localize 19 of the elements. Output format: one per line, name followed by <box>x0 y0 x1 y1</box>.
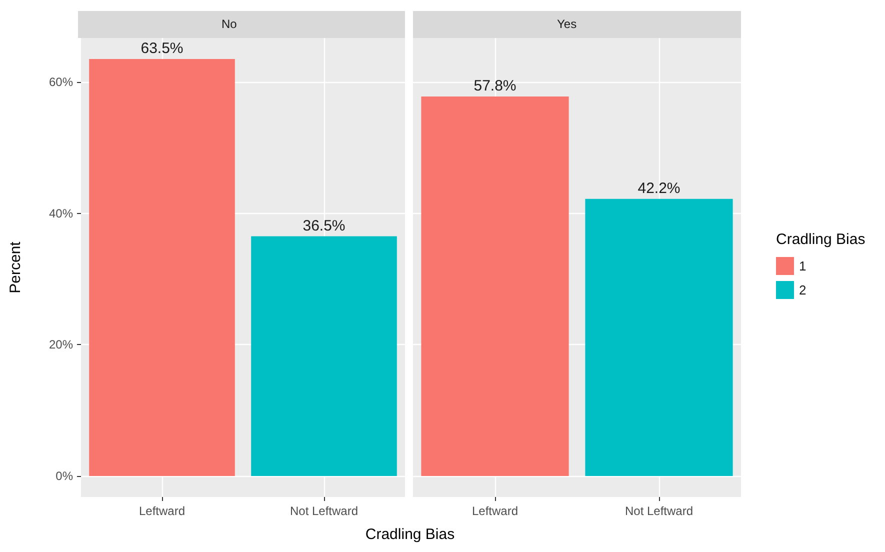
x-tick-label: Leftward <box>138 504 186 518</box>
x-tick-label: Not Leftward <box>624 504 694 518</box>
data-label: 42.2% <box>638 180 680 197</box>
data-label: 36.5% <box>302 217 346 234</box>
x-tick-label: Not Leftward <box>290 504 358 518</box>
y-axis-title: Percent <box>7 240 24 294</box>
legend-label: 1 <box>799 258 806 274</box>
x-axis-title: Cradling Bias <box>364 526 456 543</box>
legend-label: 2 <box>799 282 806 298</box>
x-tick-label: Leftward <box>472 504 518 518</box>
data-label: 63.5% <box>140 40 184 58</box>
y-tick-label: 40% <box>48 206 74 220</box>
legend-title: Cradling Bias <box>776 231 866 248</box>
chart-title: No <box>222 17 238 31</box>
data-label: 57.8% <box>474 77 516 94</box>
y-tick-label: 60% <box>48 74 74 89</box>
chart-title: Yes <box>557 17 577 31</box>
y-tick-label: 0% <box>56 468 74 483</box>
y-tick-label: 20% <box>48 338 74 352</box>
